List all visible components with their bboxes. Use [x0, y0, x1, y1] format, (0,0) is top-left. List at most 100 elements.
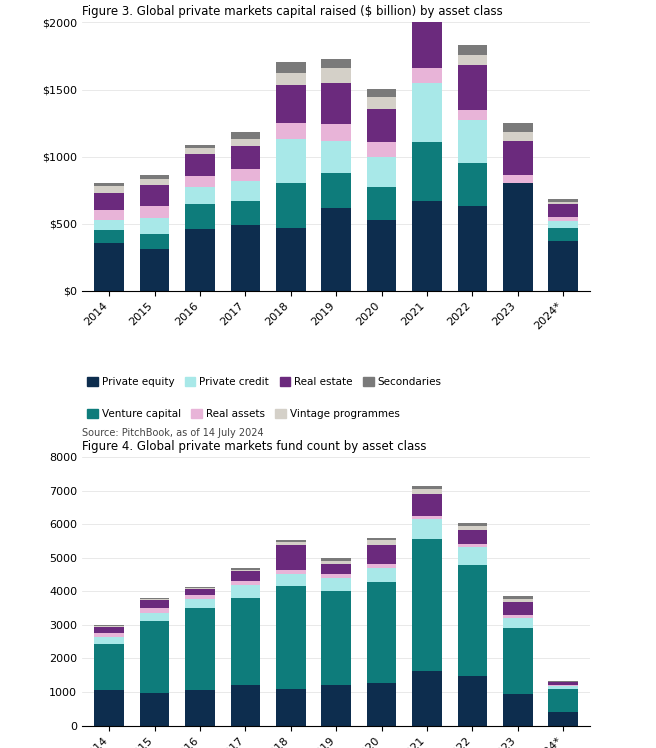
- Bar: [276, 570, 306, 574]
- Bar: [321, 174, 351, 208]
- Bar: [231, 568, 260, 570]
- Bar: [185, 188, 215, 204]
- Bar: [276, 139, 306, 183]
- Bar: [548, 241, 578, 291]
- Bar: [140, 249, 169, 291]
- Bar: [94, 633, 124, 637]
- Bar: [503, 141, 533, 175]
- Bar: [458, 110, 487, 120]
- Bar: [231, 581, 260, 586]
- Bar: [548, 221, 578, 228]
- Bar: [412, 83, 441, 142]
- Bar: [367, 568, 396, 582]
- Bar: [94, 644, 124, 690]
- Bar: [548, 201, 578, 204]
- Bar: [321, 558, 351, 561]
- Bar: [321, 561, 351, 564]
- Bar: [94, 186, 124, 193]
- Bar: [94, 183, 124, 186]
- Bar: [548, 204, 578, 217]
- Bar: [503, 694, 533, 726]
- Text: Figure 4. Global private markets fund count by asset class: Figure 4. Global private markets fund co…: [82, 441, 426, 453]
- Bar: [503, 602, 533, 615]
- Bar: [140, 613, 169, 621]
- Bar: [548, 199, 578, 201]
- Bar: [458, 524, 487, 527]
- Bar: [321, 58, 351, 68]
- Bar: [548, 686, 578, 689]
- Bar: [412, 68, 441, 83]
- Bar: [367, 582, 396, 683]
- Bar: [321, 141, 351, 174]
- Bar: [412, 1, 441, 68]
- Bar: [140, 608, 169, 613]
- Bar: [412, 201, 441, 291]
- Bar: [548, 689, 578, 712]
- Bar: [458, 120, 487, 162]
- Bar: [458, 55, 487, 65]
- Bar: [94, 220, 124, 230]
- Bar: [185, 589, 215, 595]
- Bar: [231, 598, 260, 685]
- Legend: Venture capital, Real assets, Vintage programmes: Venture capital, Real assets, Vintage pr…: [87, 408, 400, 419]
- Bar: [321, 592, 351, 685]
- Bar: [276, 85, 306, 123]
- Bar: [140, 600, 169, 608]
- Bar: [140, 693, 169, 726]
- Bar: [231, 132, 260, 138]
- Bar: [548, 228, 578, 241]
- Bar: [321, 208, 351, 291]
- Bar: [367, 563, 396, 568]
- Bar: [185, 144, 215, 148]
- Bar: [231, 225, 260, 291]
- Bar: [140, 218, 169, 234]
- Bar: [458, 45, 487, 55]
- Bar: [412, 142, 441, 201]
- Bar: [458, 548, 487, 565]
- Bar: [458, 527, 487, 530]
- Bar: [140, 234, 169, 249]
- Bar: [94, 626, 124, 627]
- Bar: [276, 574, 306, 586]
- Bar: [367, 540, 396, 545]
- Bar: [412, 486, 441, 489]
- Bar: [412, 519, 441, 539]
- Bar: [458, 545, 487, 548]
- Bar: [503, 628, 533, 694]
- Bar: [231, 169, 260, 182]
- Bar: [140, 598, 169, 599]
- Bar: [276, 540, 306, 542]
- Bar: [321, 574, 351, 578]
- Bar: [458, 565, 487, 676]
- Bar: [185, 204, 215, 229]
- Bar: [231, 182, 260, 201]
- Bar: [367, 187, 396, 220]
- Bar: [367, 538, 396, 540]
- Bar: [94, 637, 124, 644]
- Bar: [140, 621, 169, 693]
- Bar: [276, 73, 306, 85]
- Bar: [140, 599, 169, 600]
- Bar: [367, 683, 396, 726]
- Bar: [185, 587, 215, 588]
- Bar: [503, 175, 533, 183]
- Bar: [548, 712, 578, 726]
- Bar: [185, 690, 215, 726]
- Bar: [94, 627, 124, 633]
- Bar: [548, 217, 578, 221]
- Bar: [458, 162, 487, 206]
- Bar: [321, 68, 351, 83]
- Bar: [276, 123, 306, 139]
- Bar: [185, 229, 215, 291]
- Bar: [321, 83, 351, 124]
- Bar: [321, 124, 351, 141]
- Bar: [185, 154, 215, 176]
- Bar: [276, 183, 306, 227]
- Bar: [503, 183, 533, 291]
- Bar: [321, 578, 351, 592]
- Text: Figure 3. Global private markets capital raised ($ billion) by asset class: Figure 3. Global private markets capital…: [82, 5, 502, 19]
- Bar: [412, 515, 441, 519]
- Bar: [412, 494, 441, 515]
- Bar: [94, 209, 124, 220]
- Bar: [503, 123, 533, 132]
